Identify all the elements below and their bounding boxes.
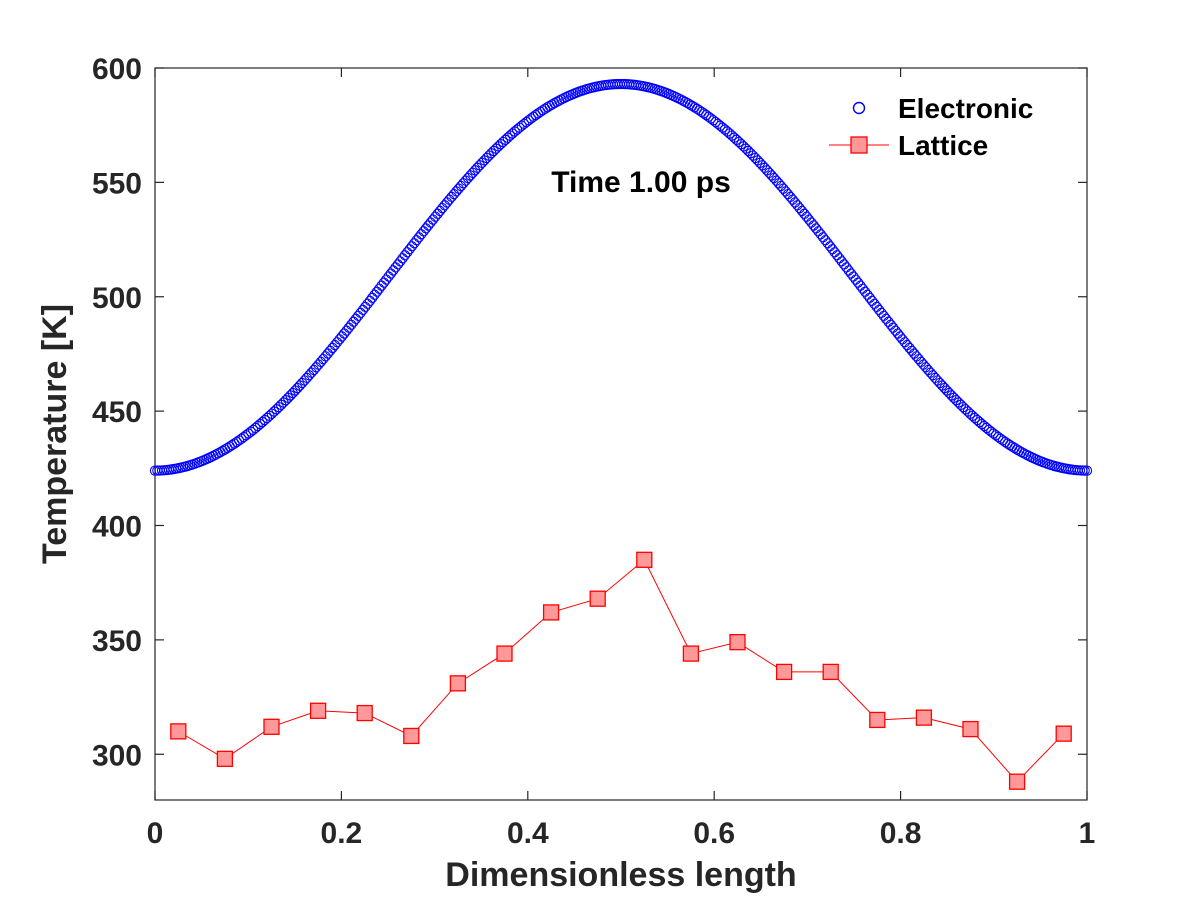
lattice-point [636, 551, 653, 568]
legend-electronic-label: Electronic [898, 93, 1033, 124]
lattice-point [449, 675, 467, 692]
lattice-point [682, 645, 700, 662]
x-tick-label: 0.4 [507, 817, 549, 850]
lattice-point [589, 590, 606, 607]
electronic-point [553, 95, 565, 106]
lattice-point [1008, 773, 1026, 790]
plot-frame [154, 67, 1088, 801]
lattice-point [403, 727, 420, 745]
electronic-point [556, 94, 567, 105]
x-tick-label: 1 [1079, 817, 1096, 850]
lattice-point [822, 663, 839, 681]
lattice-point [216, 750, 234, 767]
electronic-point [203, 452, 214, 464]
electronic-point [668, 90, 679, 102]
x-tick-label: 0.6 [693, 817, 735, 850]
lattice-point [729, 634, 746, 651]
electronic-point [558, 93, 569, 104]
y-tick-label: 600 [92, 53, 142, 86]
lattice-point [309, 702, 327, 719]
y-tick-label: 350 [92, 625, 142, 658]
electronic-point [1025, 451, 1037, 463]
y-axis-title: Temperature [K] [36, 304, 74, 564]
electronic-point [670, 91, 682, 103]
y-tick-label: 500 [92, 282, 142, 315]
lattice-point [170, 723, 187, 740]
y-tick-label: 400 [92, 511, 142, 544]
legend-lattice-label: Lattice [898, 130, 988, 161]
y-tick-label: 300 [92, 739, 142, 772]
electronic-point [1081, 465, 1093, 476]
lattice-point [263, 718, 280, 735]
lattice-point [915, 709, 933, 726]
lattice-point [356, 704, 373, 722]
electronic-point [201, 453, 212, 465]
electronic-point [1021, 449, 1032, 460]
lattice-point [542, 604, 560, 621]
legend-electronic-marker [852, 101, 866, 115]
electronic-point [1023, 450, 1034, 461]
lattice-point [869, 711, 886, 729]
lattice-point [962, 720, 979, 738]
x-tick-label: 0.8 [880, 817, 922, 850]
lattice-point [496, 645, 513, 662]
electronic-point [560, 91, 572, 103]
x-tick-label: 0 [147, 817, 164, 850]
x-axis-title: Dimensionless length [445, 856, 796, 894]
y-tick-label: 450 [92, 396, 142, 429]
electronic-point [1028, 452, 1039, 464]
y-tick-label: 550 [92, 167, 142, 200]
x-tick-label: 0.2 [321, 817, 363, 850]
legend-lattice-marker [850, 136, 868, 154]
lattice-point [1055, 725, 1072, 742]
lattice-point [775, 663, 793, 681]
time-annotation: Time 1.00 ps [551, 166, 731, 199]
